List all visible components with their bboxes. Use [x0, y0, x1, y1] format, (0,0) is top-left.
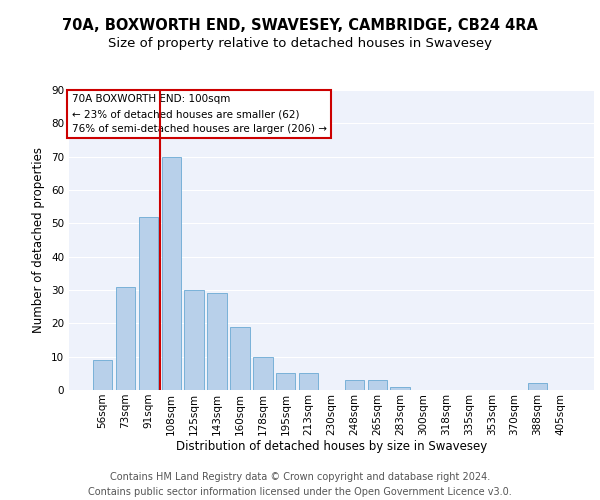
- Text: 70A BOXWORTH END: 100sqm
← 23% of detached houses are smaller (62)
76% of semi-d: 70A BOXWORTH END: 100sqm ← 23% of detach…: [71, 94, 326, 134]
- Bar: [528, 384, 547, 390]
- Bar: [116, 286, 135, 390]
- Bar: [344, 380, 364, 390]
- Bar: [276, 374, 295, 390]
- Bar: [230, 326, 250, 390]
- Bar: [299, 374, 319, 390]
- Bar: [253, 356, 272, 390]
- Text: Contains HM Land Registry data © Crown copyright and database right 2024.
Contai: Contains HM Land Registry data © Crown c…: [88, 472, 512, 498]
- Bar: [368, 380, 387, 390]
- Bar: [93, 360, 112, 390]
- Text: Size of property relative to detached houses in Swavesey: Size of property relative to detached ho…: [108, 38, 492, 51]
- Bar: [139, 216, 158, 390]
- Bar: [208, 294, 227, 390]
- Bar: [184, 290, 204, 390]
- Bar: [391, 386, 410, 390]
- Bar: [161, 156, 181, 390]
- X-axis label: Distribution of detached houses by size in Swavesey: Distribution of detached houses by size …: [176, 440, 487, 454]
- Y-axis label: Number of detached properties: Number of detached properties: [32, 147, 46, 333]
- Text: 70A, BOXWORTH END, SWAVESEY, CAMBRIDGE, CB24 4RA: 70A, BOXWORTH END, SWAVESEY, CAMBRIDGE, …: [62, 18, 538, 32]
